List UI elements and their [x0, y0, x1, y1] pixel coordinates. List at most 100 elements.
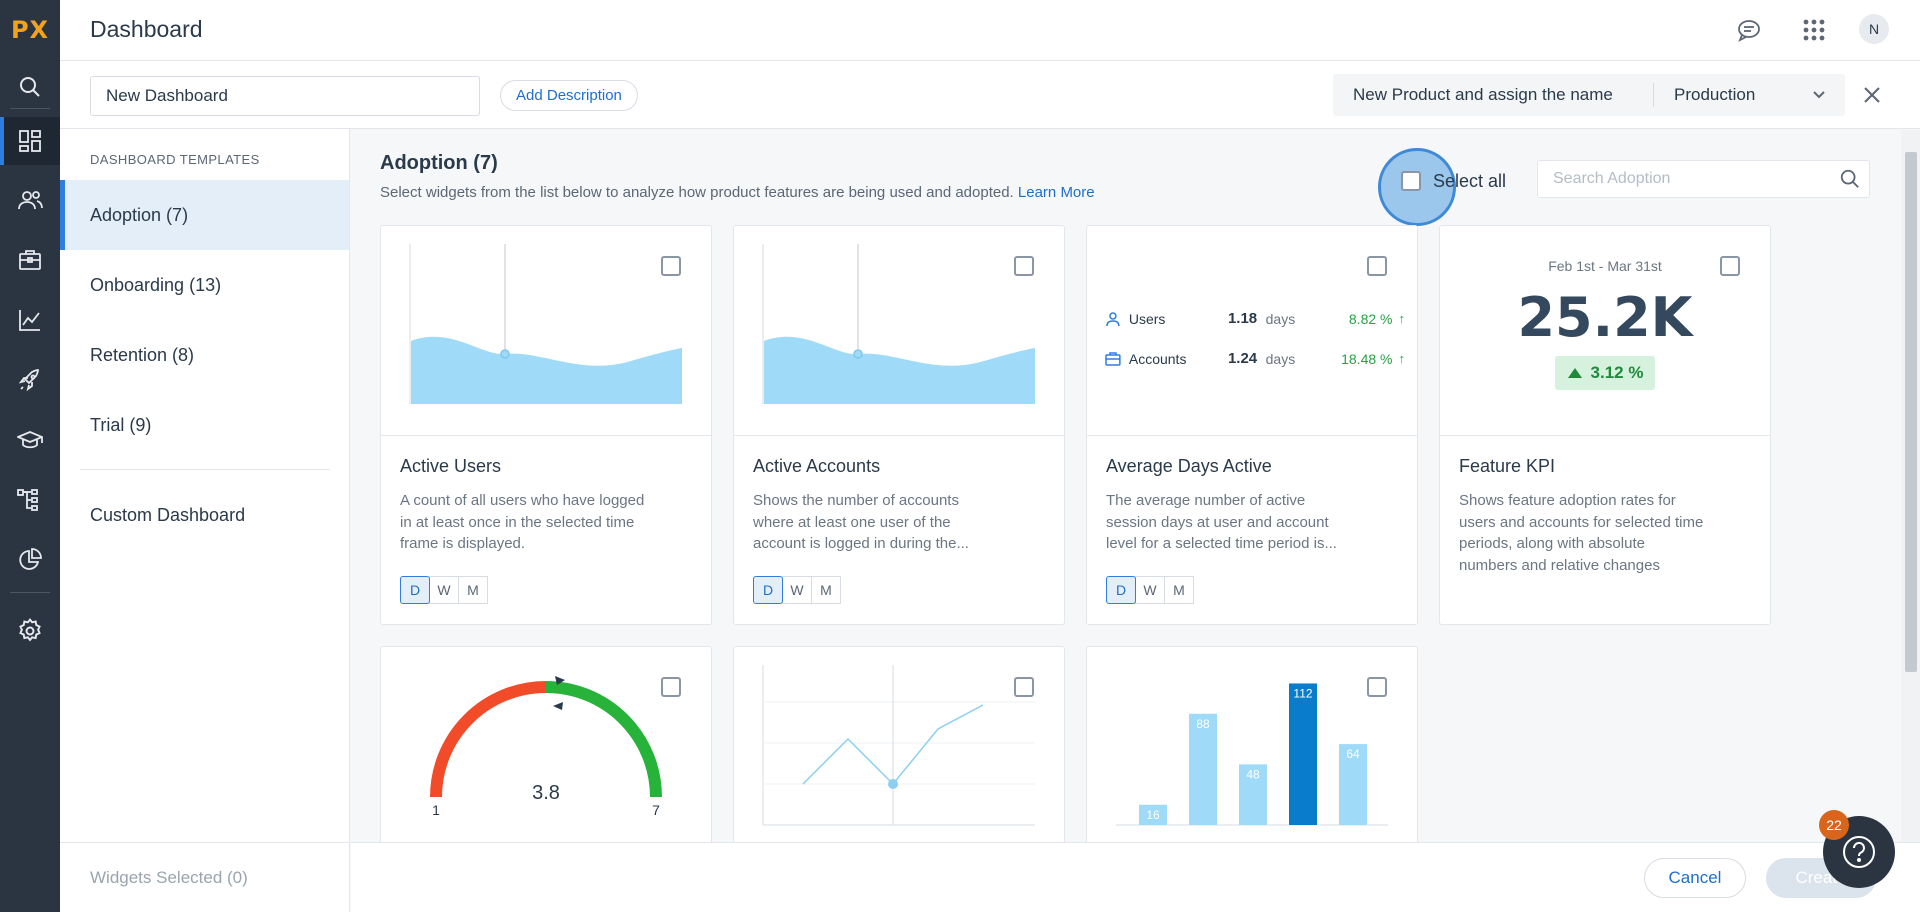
widget-checkbox[interactable]	[1014, 256, 1034, 276]
top-header: Dashboard N	[60, 0, 1920, 61]
period-month-button[interactable]: M	[458, 576, 488, 604]
period-day-button[interactable]: D	[400, 576, 430, 604]
period-month-button[interactable]: M	[811, 576, 841, 604]
widget-title: Active Accounts	[753, 456, 881, 476]
widget-checkbox[interactable]	[1014, 677, 1034, 697]
widget-title: Feature KPI	[1459, 456, 1556, 476]
gauge-max: 7	[652, 802, 660, 818]
widget-card-average-days-active[interactable]: Users 1.18 days 8.82 % ↑ Accounts 1.24 d…	[1086, 225, 1418, 625]
scrollbar-thumb[interactable]	[1905, 152, 1917, 672]
search-icon[interactable]	[1839, 168, 1861, 195]
feedback-chat-icon[interactable]	[1733, 14, 1765, 46]
bar	[1289, 683, 1317, 825]
widget-description: A count of all users who have logged in …	[400, 492, 645, 552]
arrow-up-icon: ↑	[1398, 351, 1405, 366]
line-chart-preview	[762, 665, 1035, 826]
gauge-min: 1	[432, 802, 440, 818]
help-question-icon	[1843, 836, 1875, 868]
settings-gear-icon[interactable]	[0, 607, 60, 655]
gauge-value: 3.8	[532, 782, 560, 804]
close-icon[interactable]	[1860, 83, 1884, 107]
widget-card-active-users[interactable]: Active Users A count of all users who ha…	[380, 225, 712, 625]
widget-checkbox[interactable]	[661, 256, 681, 276]
analytics-icon[interactable]	[0, 296, 60, 344]
area-chart-preview	[381, 226, 711, 436]
kpi-date-range: Feb 1st - Mar 31st	[1548, 258, 1662, 274]
stats-preview: Users 1.18 days 8.82 % ↑ Accounts 1.24 d…	[1087, 226, 1417, 436]
widget-checkbox[interactable]	[1720, 256, 1740, 276]
product-name: New Product and assign the name	[1353, 85, 1613, 104]
search-input[interactable]	[1538, 161, 1818, 197]
search-icon[interactable]	[0, 63, 60, 111]
footer-actions: Cancel Create	[351, 842, 1920, 912]
dashboards-icon[interactable]	[0, 117, 60, 165]
period-week-button[interactable]: W	[429, 576, 459, 604]
widget-description: Shows the number of accounts where at le…	[753, 492, 969, 552]
widget-checkbox[interactable]	[1367, 256, 1387, 276]
widget-gallery: Adoption (7) Select widgets from the lis…	[351, 129, 1901, 842]
product-selector[interactable]: New Product and assign the name Producti…	[1333, 74, 1845, 116]
search-box	[1537, 160, 1870, 198]
stat-row-users: Users 1.18 days 8.82 % ↑	[1105, 310, 1405, 327]
graduation-cap-icon[interactable]	[0, 416, 60, 464]
accounts-icon[interactable]	[0, 236, 60, 284]
workflow-icon[interactable]	[0, 476, 60, 524]
chevron-down-icon[interactable]	[1811, 86, 1827, 107]
sidebar-heading: DASHBOARD TEMPLATES	[90, 152, 260, 167]
widget-card-line[interactable]	[733, 646, 1065, 842]
period-week-button[interactable]: W	[782, 576, 812, 604]
dashboard-toolbar: Add Description New Product and assign t…	[60, 61, 1920, 129]
period-month-button[interactable]: M	[1164, 576, 1194, 604]
widget-card-active-accounts[interactable]: Active Accounts Shows the number of acco…	[733, 225, 1065, 625]
sidebar-item-custom-dashboard[interactable]: Custom Dashboard	[90, 505, 246, 525]
widgets-selected-count: Widgets Selected (0)	[60, 842, 349, 912]
add-description-button[interactable]: Add Description	[500, 80, 638, 111]
users-icon[interactable]	[0, 176, 60, 224]
scrollbar[interactable]	[1901, 130, 1920, 842]
widget-card-feature-kpi[interactable]: Feb 1st - Mar 31st 25.2K 3.12 % Feature …	[1439, 225, 1771, 625]
bar	[1189, 713, 1217, 825]
bar	[1139, 804, 1167, 825]
period-week-button[interactable]: W	[1135, 576, 1165, 604]
triangle-up-icon	[1567, 368, 1582, 378]
period-toggle: D W M	[400, 576, 488, 604]
sidebar-item-retention[interactable]: Retention (8)	[90, 344, 195, 365]
kpi-value: 25.2K	[1517, 286, 1693, 349]
widget-card-gauge[interactable]: 1 7 3.8	[380, 646, 712, 842]
area-chart-preview	[734, 226, 1064, 436]
app-grid-icon[interactable]	[1798, 14, 1830, 46]
user-icon	[1106, 311, 1120, 326]
bar-label: 64	[1346, 747, 1360, 761]
rocket-icon[interactable]	[0, 356, 60, 404]
widget-card-bars[interactable]: 16 88 48 112 64	[1086, 646, 1418, 842]
cancel-button[interactable]: Cancel	[1644, 858, 1746, 898]
bar-chart-preview: 16 88 48 112 64	[1116, 683, 1388, 826]
widget-title: Active Users	[400, 456, 502, 476]
bar	[1239, 764, 1267, 825]
widget-checkbox[interactable]	[1367, 677, 1387, 697]
period-day-button[interactable]: D	[753, 576, 783, 604]
template-sidebar: DASHBOARD TEMPLATES Adoption (7) Onboard…	[60, 129, 350, 912]
stat-row-accounts: Accounts 1.24 days 18.48 % ↑	[1105, 350, 1405, 367]
environment-label: Production	[1674, 85, 1756, 104]
select-all-checkbox[interactable]	[1401, 171, 1421, 191]
user-avatar[interactable]: N	[1859, 14, 1889, 44]
help-button[interactable]: 22	[1819, 810, 1895, 888]
widget-description: The average number of active session day…	[1106, 492, 1337, 552]
widget-checkbox[interactable]	[661, 677, 681, 697]
bar-label: 48	[1246, 767, 1260, 781]
bar-label: 88	[1196, 717, 1210, 731]
section-title: Adoption (7)	[380, 152, 498, 174]
sidebar-item-onboarding[interactable]: Onboarding (13)	[90, 274, 222, 295]
dashboard-name-input[interactable]	[90, 76, 480, 116]
kpi-change-badge: 3.12 %	[1555, 356, 1655, 390]
sidebar-item-trial[interactable]: Trial (9)	[90, 414, 152, 435]
sidebar-item-adoption[interactable]: Adoption (7)	[60, 180, 349, 250]
learn-more-link[interactable]: Learn More	[1017, 184, 1095, 201]
app-logo[interactable]: PX	[10, 16, 50, 44]
pie-chart-icon[interactable]	[0, 536, 60, 584]
briefcase-icon	[1105, 351, 1121, 366]
period-toggle: D W M	[753, 576, 841, 604]
period-day-button[interactable]: D	[1106, 576, 1136, 604]
widget-description: Shows feature adoption rates for users a…	[1459, 492, 1704, 574]
